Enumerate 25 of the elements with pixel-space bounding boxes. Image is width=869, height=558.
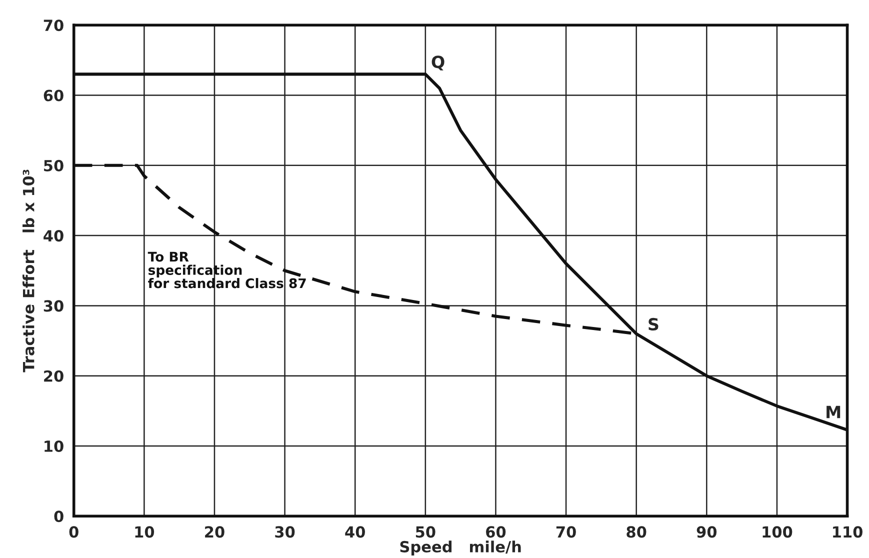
x-tick-label: 50 (416, 526, 436, 538)
annotation: M (826, 406, 840, 418)
x-tick-label: 20 (205, 526, 224, 538)
x-tick-label: 70 (556, 526, 576, 538)
x-tick-label: 100 (762, 526, 792, 538)
x-tick-label: 60 (486, 526, 506, 538)
x-axis-title: Speed mile/h (400, 540, 521, 556)
x-tick-label: 80 (626, 526, 646, 538)
y-tick-label: 40 (44, 230, 64, 242)
y-tick-label: 20 (44, 370, 64, 382)
x-tick-label: 10 (135, 526, 154, 538)
annotation: S (648, 318, 658, 331)
x-tick-label: 40 (345, 526, 366, 538)
x-tick-label: 110 (833, 526, 862, 538)
y-axis-title: Tractive Effort lb x 10³ (22, 170, 34, 372)
y-tick-label: 0 (54, 510, 64, 522)
annotation: Q (432, 56, 444, 70)
y-tick-label: 70 (44, 20, 64, 32)
y-tick-label: 50 (44, 160, 64, 172)
y-tick-label: 30 (44, 300, 64, 312)
x-tick-label: 90 (696, 526, 717, 538)
x-tick-label: 30 (275, 526, 295, 538)
y-tick-label: 10 (44, 440, 64, 452)
x-tick-label: 0 (69, 526, 78, 538)
y-tick-label: 60 (44, 90, 64, 102)
